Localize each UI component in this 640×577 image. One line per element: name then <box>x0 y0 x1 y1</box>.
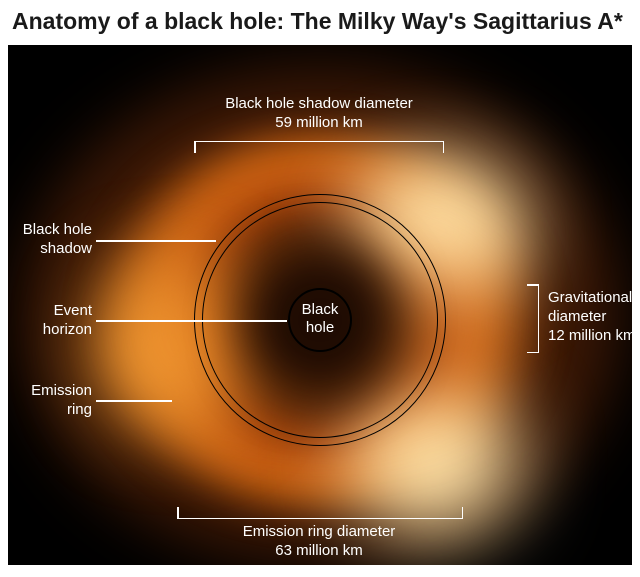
shadow-line2: shadow <box>40 240 92 257</box>
grav-diam-line1: Gravitational <box>548 289 632 306</box>
core-line2: hole <box>306 319 334 336</box>
event-horizon-leader-line <box>96 320 287 322</box>
grav-diam-line3: 12 million km <box>548 327 632 344</box>
emission-diameter-bracket <box>177 508 463 519</box>
shadow-leader-line <box>96 240 216 242</box>
grav-diam-line2: diameter <box>548 308 606 325</box>
emission-diam-line2: 63 million km <box>275 542 363 559</box>
event-line1: Event <box>54 302 92 319</box>
shadow-line1: Black hole <box>23 221 92 238</box>
emission-diam-line1: Emission ring diameter <box>243 523 396 540</box>
event-horizon-label: Event horizon <box>22 302 92 340</box>
page-title: Anatomy of a black hole: The Milky Way's… <box>12 8 640 35</box>
gravitational-diameter-label: Gravitational diameter 12 million km <box>548 289 632 345</box>
emission-ring-leader-line <box>96 400 172 402</box>
black-hole-shadow-label: Black hole shadow <box>8 221 92 259</box>
emission-ring-label: Emission ring <box>16 382 92 420</box>
event-line2: horizon <box>43 321 92 338</box>
shadow-diam-line1: Black hole shadow diameter <box>225 95 413 112</box>
emission-line1: Emission <box>31 382 92 399</box>
emission-diameter-label: Emission ring diameter 63 million km <box>194 523 444 561</box>
shadow-diameter-label: Black hole shadow diameter 59 million km <box>194 95 444 133</box>
black-hole-core-label: Black hole <box>290 301 350 337</box>
emission-line2: ring <box>67 401 92 418</box>
shadow-diameter-bracket <box>194 141 444 152</box>
shadow-diam-line2: 59 million km <box>275 114 363 131</box>
gravitational-diameter-bracket <box>528 284 539 353</box>
black-hole-diagram: Black hole shadow diameter 59 million km… <box>8 45 632 565</box>
core-line1: Black <box>302 301 339 318</box>
